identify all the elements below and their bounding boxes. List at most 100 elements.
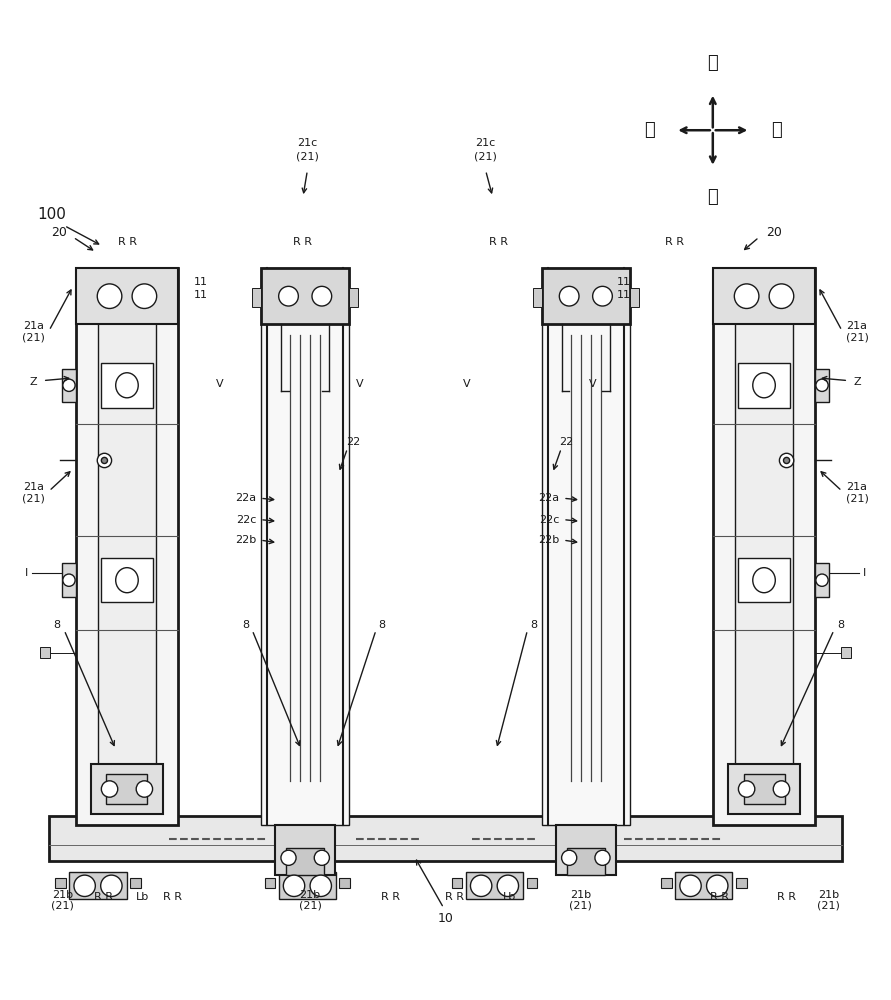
Bar [739,558,789,602]
Text: 8: 8 [379,620,386,630]
Circle shape [97,453,111,468]
Ellipse shape [753,373,775,398]
Bar [728,764,800,814]
Text: V: V [216,379,224,389]
Bar [743,774,785,804]
Text: V: V [356,379,364,389]
Bar [76,268,178,825]
Circle shape [102,457,108,464]
Bar [265,878,275,888]
Bar [841,647,851,658]
Text: 21a: 21a [23,482,45,492]
Bar [102,558,152,602]
Text: 上: 上 [707,54,718,72]
Ellipse shape [116,568,138,593]
Bar [49,816,842,861]
Circle shape [283,875,305,896]
Bar [274,825,336,875]
Text: R R: R R [118,237,137,247]
Ellipse shape [753,568,775,593]
Bar [98,291,156,803]
Bar [261,268,349,825]
Text: 左: 左 [644,121,655,139]
Text: (21): (21) [296,151,319,161]
Bar [69,872,127,899]
Text: 11: 11 [617,290,631,300]
Text: (21): (21) [817,901,840,911]
Text: 22b: 22b [235,535,257,545]
Text: 21a: 21a [846,321,868,331]
Bar [735,291,793,803]
Circle shape [769,284,794,308]
Text: (21): (21) [474,151,497,161]
Text: Z: Z [29,377,37,387]
Bar [542,268,630,324]
Bar [736,878,747,888]
Circle shape [780,453,794,468]
Bar [542,268,630,825]
Text: 右: 右 [771,121,781,139]
Text: 20: 20 [51,226,67,239]
Bar [739,363,789,408]
Text: 8: 8 [242,620,249,630]
Text: (21): (21) [21,493,45,503]
Bar [107,774,148,804]
Circle shape [595,850,610,865]
Text: 22c: 22c [236,515,257,525]
Bar [339,878,350,888]
Circle shape [561,850,576,865]
Text: 21b: 21b [570,890,592,900]
Bar [261,268,349,324]
Circle shape [63,379,75,391]
Circle shape [816,379,828,391]
Bar [527,878,537,888]
Text: 8: 8 [53,620,61,630]
Bar [40,647,50,658]
Text: R R: R R [445,892,464,902]
Text: (21): (21) [569,901,593,911]
Text: V: V [589,379,597,389]
Circle shape [734,284,759,308]
Text: 20: 20 [766,226,782,239]
Text: 21c: 21c [298,138,317,148]
Circle shape [102,781,118,797]
Text: 22b: 22b [538,535,560,545]
Text: 100: 100 [37,207,66,222]
Text: R R: R R [665,237,684,247]
Circle shape [470,875,492,896]
Text: (21): (21) [21,333,45,343]
Text: 11: 11 [194,290,208,300]
Bar [91,764,163,814]
Text: (21): (21) [298,901,322,911]
Bar [630,288,639,307]
Bar [349,288,358,307]
Text: (21): (21) [846,333,870,343]
Text: 22: 22 [346,437,360,447]
Bar [556,825,617,875]
Text: 21b: 21b [299,890,321,900]
Text: Z: Z [854,377,862,387]
Text: 10: 10 [437,912,454,925]
Text: R R: R R [710,892,730,902]
Text: 22a: 22a [538,493,560,503]
Circle shape [310,875,331,896]
Text: 21b: 21b [52,890,73,900]
Text: V: V [463,379,471,389]
Text: 8: 8 [838,620,845,630]
Bar [452,878,462,888]
Bar [102,363,152,408]
Bar [279,872,336,899]
Text: I: I [862,568,866,578]
Text: Lb: Lb [503,892,516,902]
Circle shape [63,574,75,586]
Circle shape [74,875,95,896]
Circle shape [773,781,789,797]
Text: R R: R R [489,237,509,247]
Circle shape [739,781,755,797]
Text: Lb: Lb [136,892,149,902]
Bar [62,369,76,402]
Text: 22a: 22a [235,493,257,503]
Text: I: I [25,568,29,578]
Text: R R: R R [163,892,183,902]
Circle shape [312,286,331,306]
